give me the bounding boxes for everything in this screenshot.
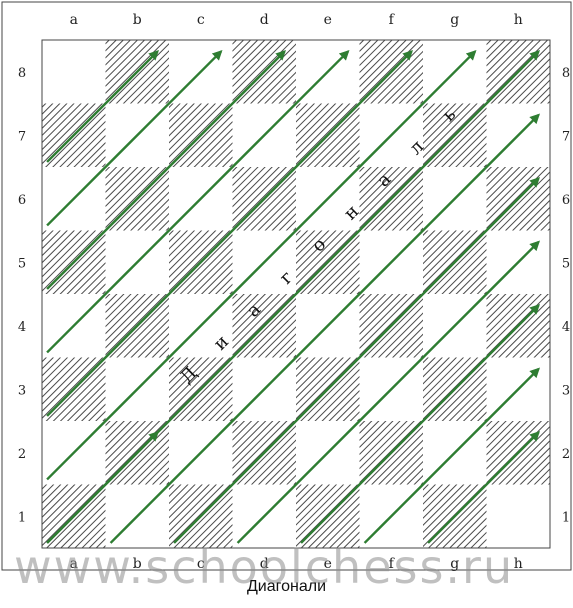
diagonal-arrow-a7-b8: [46, 50, 159, 163]
file-label-top-b: b: [133, 12, 142, 28]
square-a8: [42, 40, 106, 104]
rank-label-left-6: 6: [18, 193, 26, 208]
file-label-top-g: g: [450, 12, 459, 28]
file-label-top-d: d: [260, 12, 269, 28]
diagonal-arrow-a1-h8: [46, 50, 540, 544]
coordinates-layer: a a b b c c d d e e f f g g h h 8 8 7 7 6 6 5 5 4 4 3 3 2 2 1 1: [18, 12, 570, 572]
file-label-top-h: h: [514, 12, 523, 28]
diagonal-arrow-c1-h6: [173, 177, 540, 544]
diagonal-arrow-a4-e8: [46, 50, 350, 354]
rank-label-right-7: 7: [562, 129, 570, 144]
file-label-bottom-d: d: [260, 556, 269, 572]
outer-frame: [1, 1, 572, 571]
frame-layer: [1, 1, 572, 571]
file-label-top-f: f: [389, 12, 396, 28]
diagonal-arrow-f1-h3: [363, 367, 540, 544]
file-label-bottom-c: c: [197, 556, 205, 572]
file-label-top-c: c: [197, 12, 205, 28]
diagonal-arrow-g1-h2: [427, 431, 540, 544]
rank-label-right-6: 6: [562, 193, 570, 208]
file-label-top-a: a: [70, 12, 78, 28]
diagonal-arrow-a5-d8: [46, 50, 286, 290]
file-label-bottom-a: a: [70, 556, 78, 572]
rank-label-right-4: 4: [562, 320, 570, 335]
diagonal-arrow-b1-h7: [109, 113, 540, 544]
diagonal-arrow-e1-h4: [300, 304, 540, 544]
rank-label-left-2: 2: [18, 447, 26, 462]
rank-label-left-1: 1: [18, 510, 26, 525]
diagonal-arrow-a2-g8: [46, 50, 477, 481]
rank-label-right-3: 3: [562, 383, 570, 398]
file-label-bottom-b: b: [133, 556, 142, 572]
file-label-bottom-h: h: [514, 556, 523, 572]
rank-label-right-1: 1: [562, 510, 570, 525]
diagonal-arrow-a6-c8: [46, 50, 223, 227]
file-label-top-e: e: [324, 12, 332, 28]
watermark: www.schoolchess.ru: [14, 540, 515, 594]
arrows-layer: [46, 50, 540, 544]
rank-label-left-8: 8: [18, 66, 26, 81]
diagonal-arrow-d1-h5: [236, 240, 540, 544]
caption: Диагонали: [246, 578, 327, 595]
rank-label-right-8: 8: [562, 66, 570, 81]
diagonal-arrow-a3-f8: [46, 50, 413, 417]
rank-label-left-3: 3: [18, 383, 26, 398]
file-label-bottom-f: f: [389, 556, 396, 572]
rank-label-left-7: 7: [18, 129, 26, 144]
rank-label-right-5: 5: [562, 256, 570, 271]
rank-label-right-2: 2: [562, 447, 570, 462]
file-label-bottom-e: e: [324, 556, 332, 572]
square-h1: [486, 484, 550, 548]
rank-label-left-5: 5: [18, 256, 26, 271]
rank-label-left-4: 4: [18, 320, 26, 335]
board-border: [41, 39, 551, 549]
file-label-bottom-g: g: [450, 556, 459, 572]
